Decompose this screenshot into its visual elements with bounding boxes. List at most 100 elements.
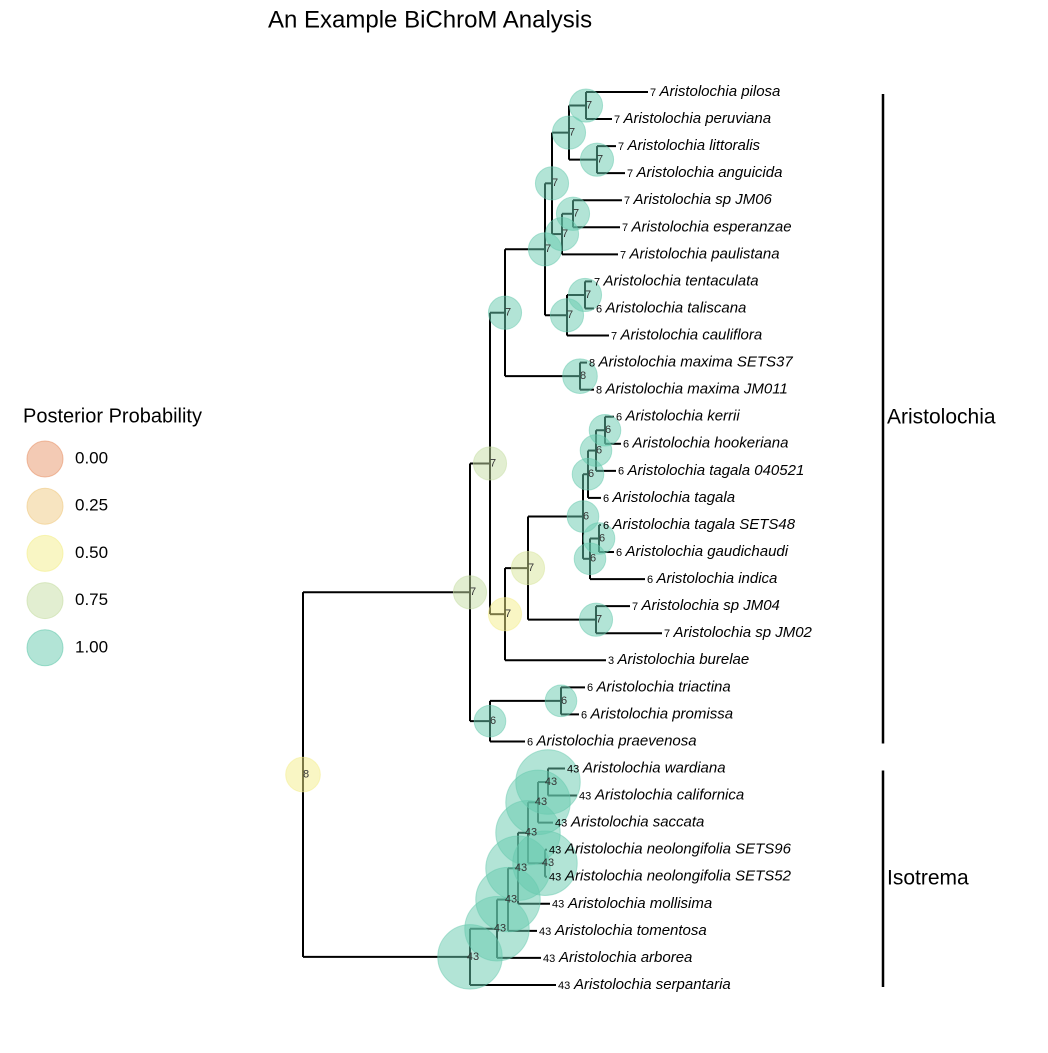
tip-label: Aristolochia burelae <box>617 651 750 668</box>
tip-label: Aristolochia tagala SETS48 <box>612 516 796 533</box>
node-count: 7 <box>597 154 603 166</box>
node-count: 7 <box>573 208 579 220</box>
tip-label: Aristolochia californica <box>594 787 744 804</box>
tip-label: Aristolochia arborea <box>558 949 692 966</box>
legend-label: 0.25 <box>75 496 108 515</box>
tip-label: Aristolochia taliscana <box>605 299 747 316</box>
legend-label: 0.75 <box>75 590 108 609</box>
tip-count: 43 <box>549 872 561 884</box>
node-count: 7 <box>545 243 551 255</box>
tip-label: Aristolochia esperanzae <box>631 218 792 235</box>
tip-count: 7 <box>627 168 633 180</box>
tip-count: 6 <box>587 682 593 694</box>
tip-count: 7 <box>664 628 670 640</box>
node-count: 6 <box>588 468 594 480</box>
tip-count: 7 <box>650 87 656 99</box>
node-state <box>551 115 587 150</box>
tip-count: 43 <box>555 818 567 830</box>
node-count: 43 <box>505 893 517 905</box>
node-state <box>487 597 523 632</box>
node-count: 43 <box>494 923 506 935</box>
node-count: 7 <box>596 614 602 626</box>
tip-label: Aristolochia peruviana <box>623 110 772 127</box>
node-count: 7 <box>586 99 592 111</box>
tip-count: 43 <box>579 790 591 802</box>
node-count: 7 <box>569 126 575 138</box>
node-count: 43 <box>545 776 557 788</box>
node-count: 7 <box>562 228 568 240</box>
tip-count: 43 <box>539 926 551 938</box>
node-state <box>285 756 321 793</box>
legend-key <box>26 534 64 572</box>
tip-label: Aristolochia sp JM04 <box>641 597 780 614</box>
tip-count: 7 <box>632 601 638 613</box>
node-count: 7 <box>528 562 534 574</box>
node-count: 6 <box>561 695 567 707</box>
tip-count: 43 <box>567 763 579 775</box>
legend-key <box>26 440 64 478</box>
tip-label: Aristolochia neolongifolia SETS52 <box>564 868 792 885</box>
node-state <box>568 88 604 123</box>
tip-label: Aristolochia indica <box>656 570 778 587</box>
tip-count: 7 <box>624 195 630 207</box>
labels: 8777777777777877666666766434343434343434… <box>303 83 813 993</box>
tip-label: Aristolochia tomentosa <box>554 922 707 939</box>
tip-label: Aristolochia littoralis <box>627 137 761 154</box>
node-state <box>582 522 616 555</box>
node-count: 6 <box>490 715 496 727</box>
legend-title: Posterior Probability <box>23 405 202 427</box>
tip-count: 43 <box>552 899 564 911</box>
tip-label: Aristolochia tagala 040521 <box>627 462 805 479</box>
title: An Example BiChroM Analysis <box>268 6 592 33</box>
tip-label: Aristolochia tentaculata <box>603 272 759 289</box>
tip-count: 7 <box>620 249 626 261</box>
tip-label: Aristolochia maxima JM011 <box>605 381 788 398</box>
tip-count: 6 <box>603 520 609 532</box>
legend-label: 0.50 <box>75 543 108 562</box>
tip-label: Aristolochia paulistana <box>629 245 780 262</box>
node-count: 43 <box>467 951 479 963</box>
tip-label: Aristolochia promissa <box>590 705 734 722</box>
legend-label: 0.00 <box>75 448 108 467</box>
node-count: 6 <box>605 424 611 436</box>
tip-count: 6 <box>581 709 587 721</box>
tip-count: 43 <box>543 953 555 965</box>
tip-label: Aristolochia anguicida <box>636 164 783 181</box>
node-count: 6 <box>596 444 602 456</box>
node-count: 8 <box>303 768 309 780</box>
tip-count: 6 <box>647 574 653 586</box>
node-state <box>579 142 615 177</box>
tip-label: Aristolochia serpantaria <box>573 976 731 993</box>
tip-label: Aristolochia kerrii <box>625 408 741 425</box>
tip-count: 8 <box>596 385 602 397</box>
clade-label: Aristolochia <box>887 406 996 429</box>
tip-count: 3 <box>608 655 614 667</box>
node-count: 7 <box>490 457 496 469</box>
node-state <box>487 295 523 330</box>
tip-count: 7 <box>611 330 617 342</box>
tip-label: Aristolochia gaudichaudi <box>625 543 789 560</box>
tip-label: Aristolochia praevenosa <box>536 732 697 749</box>
node-state <box>472 446 508 481</box>
node-state <box>562 358 598 394</box>
node-count: 7 <box>552 177 558 189</box>
tip-count: 7 <box>614 114 620 126</box>
tip-count: 43 <box>558 980 570 992</box>
node-count: 6 <box>599 532 605 544</box>
tip-count: 6 <box>603 493 609 505</box>
node-count: 7 <box>470 586 476 598</box>
tip-count: 6 <box>527 736 533 748</box>
tip-count: 43 <box>549 845 561 857</box>
node-count: 43 <box>525 827 537 839</box>
tip-count: 6 <box>618 466 624 478</box>
legend-key <box>26 582 64 620</box>
tip-label: Aristolochia wardiana <box>582 759 726 776</box>
tip-label: Aristolochia cauliflora <box>620 327 763 344</box>
tip-count: 8 <box>589 358 595 370</box>
node-count: 7 <box>505 307 511 319</box>
tip-count: 6 <box>596 303 602 315</box>
tip-count: 6 <box>623 439 629 451</box>
node-count: 6 <box>590 553 596 565</box>
node-count: 7 <box>585 289 591 301</box>
